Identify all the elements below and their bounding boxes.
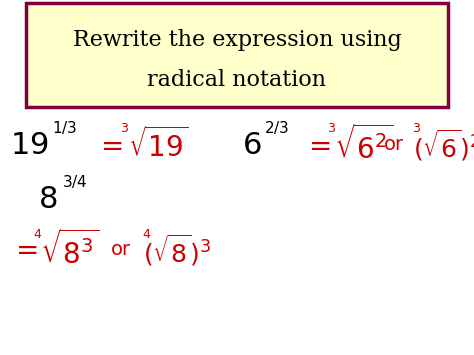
Text: $=$: $=$: [303, 131, 331, 158]
Text: $4$: $4$: [33, 228, 42, 240]
Text: $\mathrm{or}$: $\mathrm{or}$: [110, 241, 132, 259]
Text: $(\sqrt{6})^2$: $(\sqrt{6})^2$: [413, 127, 474, 163]
FancyBboxPatch shape: [26, 3, 448, 107]
Text: $\mathrm{or}$: $\mathrm{or}$: [383, 136, 405, 154]
Text: $=$: $=$: [10, 236, 38, 263]
Text: $3$: $3$: [412, 122, 421, 136]
Text: $\sqrt{6^2}$: $\sqrt{6^2}$: [334, 125, 393, 165]
Text: $\sqrt{19}$: $\sqrt{19}$: [128, 127, 189, 163]
Text: $4$: $4$: [142, 228, 151, 240]
Text: $1/3$: $1/3$: [52, 119, 77, 136]
Text: $19$: $19$: [10, 130, 49, 160]
Text: $3$: $3$: [120, 122, 129, 136]
Text: $6$: $6$: [242, 130, 262, 160]
Text: radical notation: radical notation: [147, 69, 327, 91]
Text: $8$: $8$: [38, 185, 57, 215]
Text: $(\sqrt{8})^3$: $(\sqrt{8})^3$: [143, 232, 211, 268]
Text: $\sqrt{8^3}$: $\sqrt{8^3}$: [40, 230, 99, 270]
Text: $3/4$: $3/4$: [62, 174, 88, 191]
Text: $3$: $3$: [327, 122, 336, 136]
Text: $=$: $=$: [95, 131, 123, 158]
Text: Rewrite the expression using: Rewrite the expression using: [73, 29, 401, 51]
Text: $2/3$: $2/3$: [264, 119, 289, 136]
